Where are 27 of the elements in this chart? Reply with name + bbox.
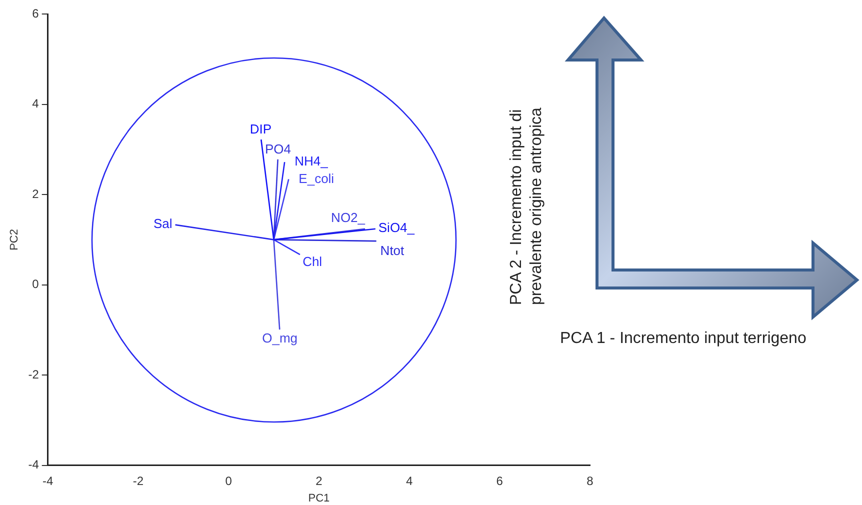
series-label: Ntot (380, 243, 405, 258)
x-tick-label: 6 (496, 474, 504, 488)
y-tick-label: 0 (32, 277, 40, 292)
x-tick-label: 8 (586, 474, 594, 488)
x-tick-label: 4 (406, 474, 413, 488)
annotation: PCA 2 - Incremento input di prevalente origine antropica (507, 106, 546, 305)
series-label: Sal (154, 216, 172, 231)
x-tick-label: -4 (42, 474, 54, 488)
series-label: DIP (250, 122, 272, 137)
series-label: E_coli (298, 170, 334, 186)
x-axis-title: PC1 (308, 492, 330, 504)
series-label: PO4 (264, 141, 291, 156)
y-tick-label: -2 (28, 367, 40, 382)
annotation: PCA 1 - Incremento input terrigeno (560, 330, 806, 348)
y-tick-label: 2 (32, 186, 40, 201)
series-label: NH4_ (294, 154, 329, 169)
series-label: O_mg (262, 330, 298, 346)
x-tick-label: 2 (316, 474, 323, 488)
y-tick-label: 6 (32, 6, 40, 20)
y-tick-label: -4 (28, 458, 40, 472)
series-label: NO2_ (331, 210, 366, 225)
y-axis-title: PC2 (8, 228, 21, 250)
series-label: Chl (302, 254, 322, 270)
series-label: SiO4_ (378, 220, 416, 236)
x-tick-label: -2 (132, 474, 144, 488)
x-tick-label: 0 (225, 474, 232, 488)
y-tick-label: 4 (32, 96, 40, 111)
